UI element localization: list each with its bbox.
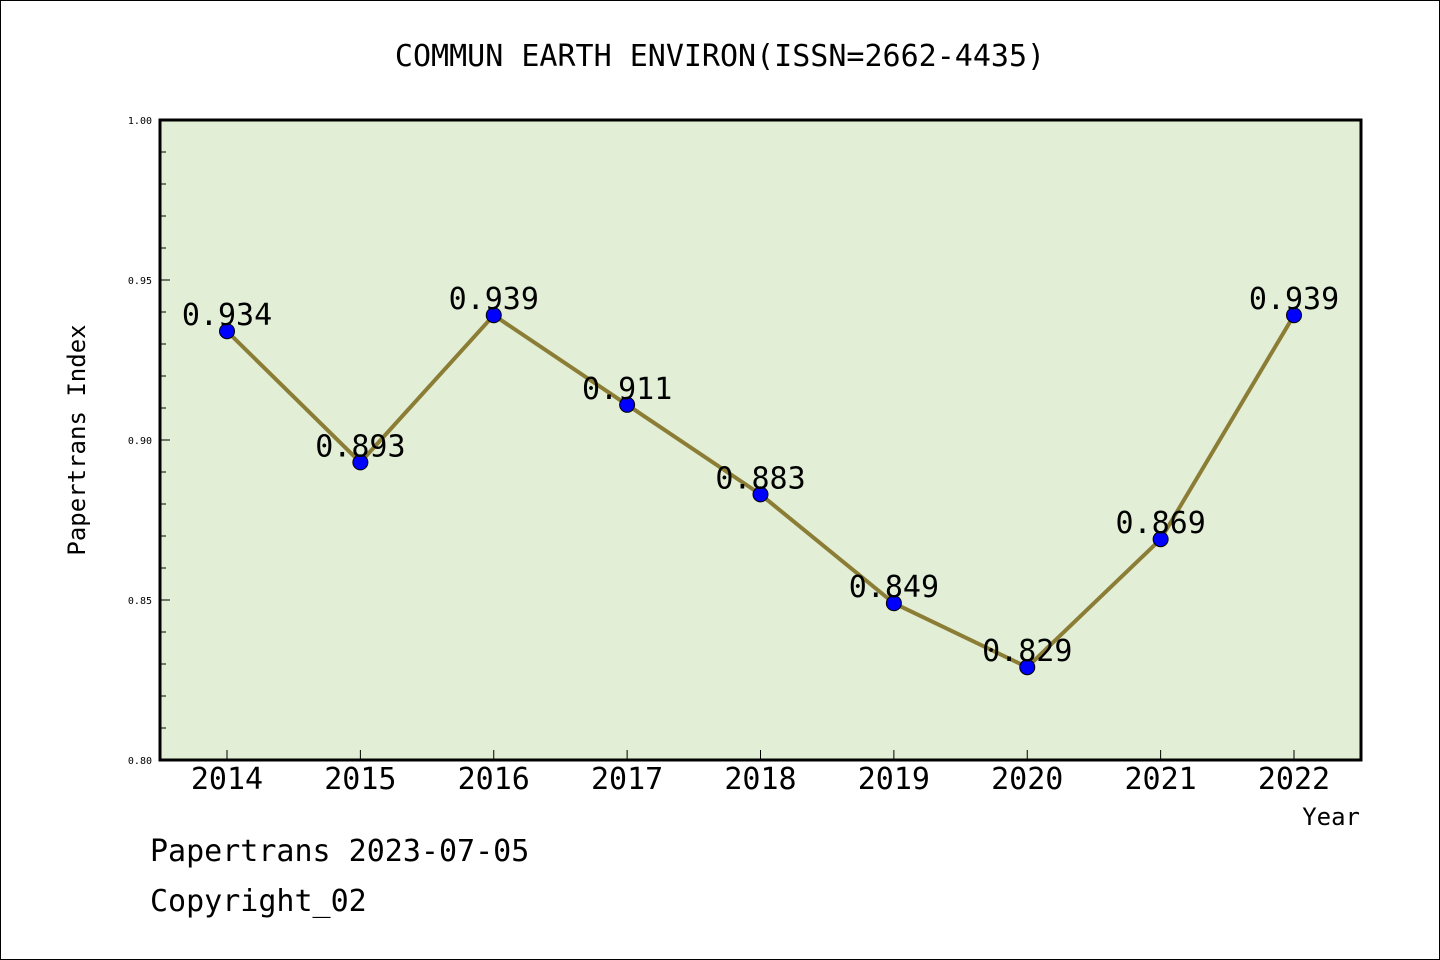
data-label: 0.893 — [315, 429, 405, 464]
y-tick-label: 0.90 — [128, 436, 152, 447]
data-label: 0.934 — [182, 298, 272, 333]
y-tick-label: 0.95 — [128, 276, 152, 287]
data-label: 0.869 — [1115, 506, 1205, 541]
chart-title: COMMUN EARTH ENVIRON(ISSN=2662-4435) — [395, 39, 1045, 74]
data-label: 0.883 — [715, 461, 805, 496]
data-point-marker — [1286, 307, 1302, 324]
y-axis-label: Papertrans Index — [63, 324, 91, 555]
x-axis-label: Year — [1302, 803, 1360, 831]
x-tick-label: 2022 — [1258, 762, 1330, 797]
data-labels-layer: 0.934 0.893 0.939 0.911 0.883 0.849 0.829 0.869… — [182, 282, 1339, 669]
data-label: 0.939 — [1249, 282, 1339, 317]
x-tick-label: 2020 — [991, 762, 1063, 797]
data-point-marker — [619, 396, 636, 413]
data-point-marker — [219, 323, 235, 340]
x-tick-label: 2016 — [458, 762, 530, 797]
data-point-marker — [752, 486, 769, 503]
footer-date-text: Papertrans 2023-07-05 — [150, 834, 530, 869]
data-point-marker — [885, 595, 902, 612]
x-tick-label: 2017 — [591, 762, 663, 797]
y-tick-label: 0.80 — [128, 756, 152, 767]
data-label: 0.829 — [982, 634, 1072, 669]
x-tick-label: 2021 — [1125, 762, 1197, 797]
x-tick-label: 2014 — [191, 762, 263, 797]
y-tick-label: 1.00 — [128, 116, 152, 127]
x-axis: 2014 2015 2016 2017 2018 2019 2020 2021 2022 — [191, 750, 1330, 797]
series-layer — [219, 307, 1302, 676]
y-axis: 0.80 0.85 0.90 0.95 1.00 — [128, 116, 170, 767]
y-tick-label: 0.85 — [128, 596, 152, 607]
footer-copyright-text: Copyright_02 — [150, 884, 367, 919]
data-label: 0.939 — [449, 282, 539, 317]
x-tick-label: 2018 — [724, 762, 796, 797]
data-point-marker — [485, 307, 502, 324]
x-tick-label: 2019 — [858, 762, 930, 797]
data-point-marker — [1019, 659, 1036, 676]
data-point-marker — [1152, 531, 1169, 548]
data-point-marker — [352, 454, 369, 471]
plot-area — [158, 118, 1363, 762]
data-label: 0.849 — [849, 570, 939, 605]
data-label: 0.911 — [582, 372, 672, 407]
x-tick-label: 2015 — [324, 762, 396, 797]
